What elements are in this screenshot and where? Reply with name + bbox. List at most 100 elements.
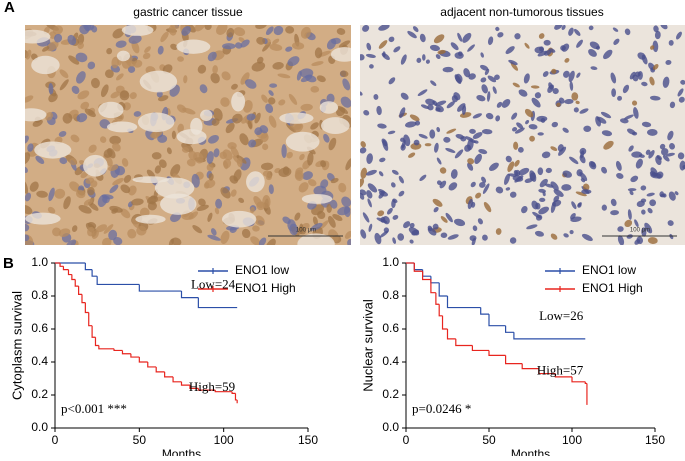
nucleus — [665, 152, 675, 157]
nucleus — [669, 143, 675, 150]
x-tick-label: 150 — [298, 433, 318, 447]
nucleus — [156, 90, 163, 98]
nucleus — [91, 77, 100, 89]
nucleus — [298, 223, 304, 235]
survival-step — [413, 263, 423, 272]
nucleus — [437, 49, 446, 55]
nucleus — [220, 97, 230, 107]
nucleus — [537, 132, 544, 136]
nucleus — [464, 144, 471, 152]
nucleus — [378, 171, 384, 177]
nucleus — [439, 167, 447, 174]
nucleus — [345, 158, 351, 171]
nucleus — [543, 39, 551, 46]
lumen — [25, 108, 47, 122]
nucleus — [83, 199, 93, 206]
nucleus — [542, 71, 549, 77]
nucleus — [588, 25, 594, 31]
survival-step — [505, 355, 523, 365]
nucleus — [214, 207, 220, 215]
nucleus — [435, 100, 447, 107]
nucleus — [120, 184, 131, 194]
nucleus — [465, 136, 476, 143]
survival-step — [91, 325, 96, 338]
nucleus — [573, 28, 581, 36]
nucleus — [232, 113, 243, 124]
nucleus — [269, 83, 278, 88]
nucleus — [77, 90, 90, 100]
nucleus — [514, 127, 525, 134]
annotation: Low=24 — [191, 277, 236, 292]
nucleus — [316, 75, 326, 83]
nucleus — [103, 149, 113, 158]
nucleus — [278, 167, 292, 178]
nucleus — [541, 151, 551, 159]
survival-step — [78, 286, 82, 295]
nucleus — [129, 92, 137, 100]
nucleus — [542, 191, 546, 197]
nucleus — [610, 210, 620, 216]
nucleus — [127, 228, 137, 239]
survival-step — [505, 325, 514, 333]
nucleus — [104, 69, 114, 79]
survival-step — [488, 350, 506, 356]
nucleus — [75, 189, 86, 199]
x-tick-label: 50 — [482, 433, 496, 447]
nucleus — [76, 71, 86, 84]
nucleus — [70, 134, 80, 143]
survival-step — [88, 312, 93, 327]
nucleus — [505, 155, 512, 163]
nucleus — [467, 158, 475, 165]
nucleus — [46, 41, 59, 52]
lumen — [200, 109, 213, 122]
nucleus — [360, 167, 367, 179]
y-tick-label: 0.2 — [382, 387, 399, 401]
nucleus — [204, 179, 216, 189]
nucleus — [25, 180, 29, 194]
nucleus — [272, 62, 284, 70]
nucleus — [84, 108, 96, 118]
survival-step — [91, 269, 98, 277]
nucleus — [109, 135, 121, 145]
nucleus — [433, 206, 439, 213]
survival-step — [113, 348, 123, 352]
lumen — [31, 55, 60, 75]
lumen — [132, 176, 170, 184]
nucleus — [391, 182, 396, 188]
y-tick-label: 0.8 — [382, 288, 399, 302]
survival-step — [538, 368, 556, 375]
nucleus — [517, 147, 524, 153]
survival-step — [234, 393, 238, 401]
nucleus — [142, 52, 151, 60]
nucleus — [641, 227, 647, 237]
nucleus — [512, 127, 518, 132]
panel-label: A — [4, 0, 15, 16]
nucleus — [667, 220, 674, 226]
nucleus — [446, 128, 457, 134]
lumen — [154, 177, 195, 199]
nucleus — [446, 101, 455, 109]
nucleus — [652, 64, 659, 70]
nucleus — [314, 47, 323, 59]
nucleus — [484, 68, 490, 76]
nucleus — [111, 56, 119, 69]
nucleus — [463, 68, 471, 78]
nucleus — [213, 148, 220, 158]
nucleus — [677, 88, 684, 97]
survival-step — [189, 385, 199, 389]
survival-step — [231, 391, 236, 394]
nucleus — [285, 26, 295, 34]
nucleus — [310, 86, 320, 93]
annotation: p=0.0246 * — [412, 401, 471, 416]
nucleus — [91, 25, 98, 33]
nucleus — [457, 103, 466, 112]
lumen — [135, 214, 166, 224]
nucleus — [90, 180, 98, 188]
nucleus — [261, 94, 268, 103]
nucleus — [342, 78, 351, 91]
nucleus — [221, 71, 231, 81]
survival-step — [74, 279, 79, 287]
nucleus — [492, 86, 497, 94]
nucleus — [439, 180, 447, 189]
